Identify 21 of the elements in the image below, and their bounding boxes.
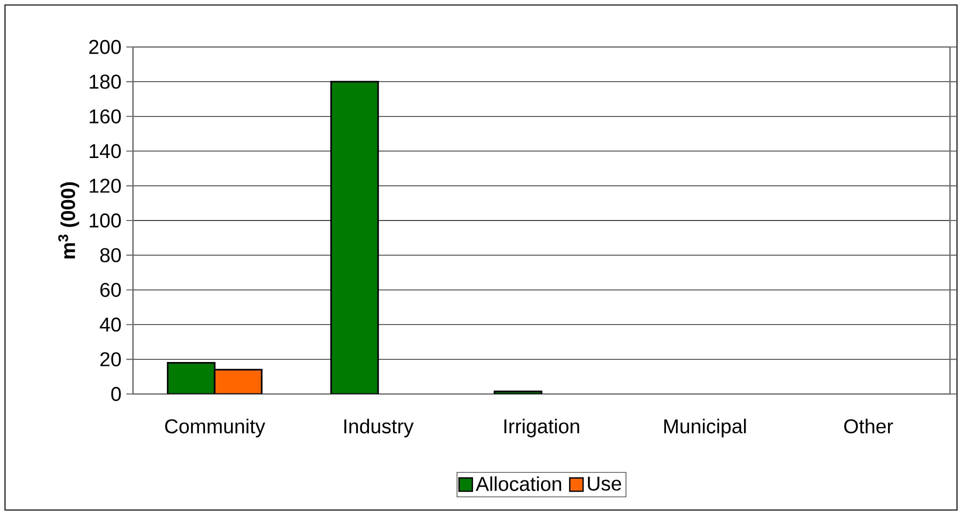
bar — [166, 362, 216, 394]
x-tick-label: Industry — [344, 418, 414, 438]
legend-label: Allocation — [476, 476, 562, 492]
y-tick-label: 120 — [90, 178, 121, 193]
x-tick-label: Community — [165, 418, 266, 438]
bar — [330, 80, 379, 394]
y-tick-label: 40 — [100, 318, 121, 332]
x-tick-label: Irrigation — [504, 418, 580, 438]
y-tick-label: 60 — [100, 282, 121, 297]
y-tick-label: 140 — [90, 144, 121, 158]
y-tick-label: 0 — [111, 386, 121, 402]
y-tick-label: 200 — [89, 40, 121, 54]
x-tick-label: Other — [844, 418, 893, 434]
x-tick-label: Municipal — [664, 418, 746, 438]
y-tick-label: 180 — [90, 74, 121, 89]
legend-label: Use — [588, 476, 622, 491]
y-tick-label: 20 — [100, 352, 121, 366]
y-axis-title: m$^{3}$ (000) — [58, 182, 80, 258]
y-tick-label: 100 — [90, 213, 121, 228]
y-tick-label: 80 — [100, 248, 121, 262]
y-tick-label: 160 — [90, 109, 121, 124]
